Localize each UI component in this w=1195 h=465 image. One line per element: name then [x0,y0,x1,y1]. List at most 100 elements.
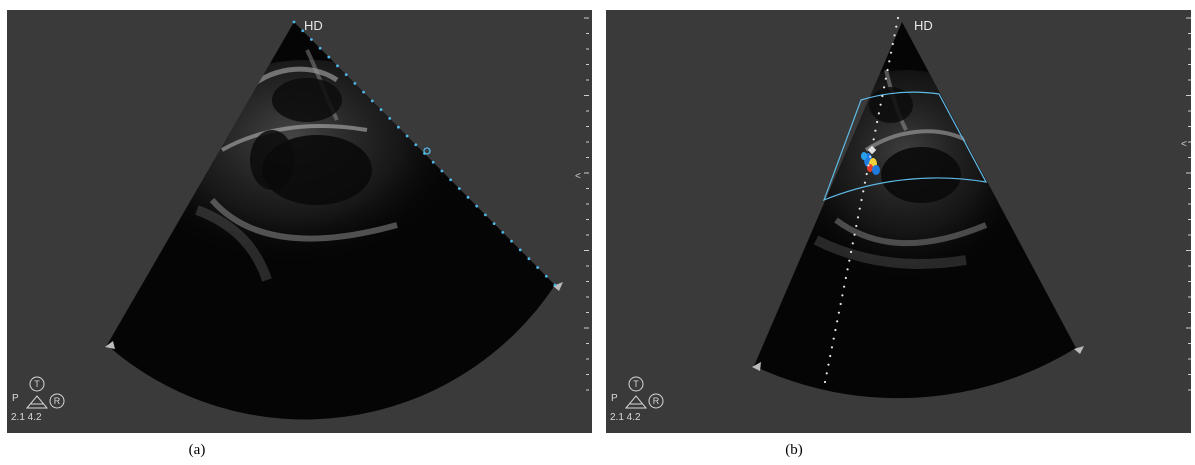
scan-line-dot [353,81,357,85]
probe-r-letter: R [653,396,660,406]
focus-marker [423,147,431,155]
scan-line-dot [440,169,444,173]
scan-line-dot [492,222,496,226]
cursor-line-dot [863,181,867,184]
cursor-line-dot [889,51,893,54]
cursor-line-dot [882,86,886,89]
cursor-line-dot [849,250,853,254]
cursor-line-dot [843,285,846,288]
ultrasound-panel-b: T R P 2.1 4.2 HD < [606,10,1191,433]
probe-orientation-icon [25,376,65,409]
cursor-line-dot [870,146,874,150]
scan-line-dot [457,187,461,190]
cursor-line-dot [827,363,830,366]
cursor-line-dot [874,129,877,132]
cursor-line-dot [891,42,894,46]
cursor-line-dot [844,276,847,280]
cursor-line-dot [862,190,865,193]
doppler-color-flow [861,152,880,175]
cursor-line-dot [895,25,898,28]
sector-image-b: T R P 2.1 4.2 HD < [610,16,1191,423]
scan-line-dot [336,64,339,68]
cursor-line-dot [836,320,839,323]
scan-line-dot [388,117,392,120]
depth-arrow: < [1181,139,1187,150]
scan-line-dot [310,38,313,41]
cursor-line-dot [834,328,837,332]
scan-line-dot [518,248,522,252]
cursor-line-dot [877,112,880,115]
cursor-line-dot [855,224,858,228]
caption-b: (b) [785,442,803,458]
scan-line-dot [536,266,539,269]
scan-line-dot [527,257,531,261]
scan-line-dot [397,125,400,129]
scan-line-dot [370,99,374,103]
cursor-line-dot [839,302,842,306]
cursor-line-dot [888,60,891,63]
scan-line-dot [344,73,348,76]
cursor-line-dot [837,311,841,314]
cursor-line-dot [869,155,872,158]
cursor-line-dot [884,77,887,80]
probe-values: 2.1 4.2 [11,412,42,423]
cursor-line-dot [893,34,896,37]
scan-line-dot [484,213,487,217]
scan-line-dot [544,274,548,278]
cursor-line-dot [872,138,875,141]
cursor-line-dot [851,242,854,245]
color-doppler-box [822,91,988,202]
right-edge-marker [553,282,563,291]
scan-line-dot [475,204,479,208]
depth-scale [584,17,589,391]
scan-line-dot [510,239,513,243]
cursor-line-dot [860,198,863,202]
probe-r-letter: R [54,396,61,406]
scan-line-dot [449,178,452,182]
hd-label: HD [304,18,323,33]
depth-scale [1186,17,1191,391]
right-edge-marker [1074,346,1084,354]
scan-line-dot [501,231,505,234]
scan-line-dot [431,160,435,164]
cursor-line-dot [825,372,828,375]
cursor-line-dot [879,103,882,106]
cursor-line-dot [865,172,868,176]
cursor-line-dot [841,294,844,297]
cursor-line-dot [848,259,851,262]
probe-values: 2.1 4.2 [610,412,641,423]
probe-orientation-icon [624,376,664,409]
cursor-line-dot [829,354,832,358]
cursor-line-dot [896,16,900,20]
cursor-line-dot [867,164,870,167]
scan-line-dot [405,134,409,138]
caption-a: (a) [188,442,206,458]
probe-t-letter: T [34,379,40,389]
probe-t-letter: T [633,379,639,389]
scan-line-dot [318,46,322,50]
cursor-line-dot [846,268,849,271]
depth-arrow: < [575,171,581,182]
cursor-line-dot [858,207,861,210]
scan-line-dot [292,20,296,24]
ultrasound-panel-a: T R P 2.1 4.2 HD < [7,10,592,433]
cursor-line-dot [853,233,856,236]
scan-line-dot [553,283,557,287]
cursor-line-dot [881,94,884,98]
cursor-line-dot [876,120,879,124]
cursor-line-dot [832,337,835,340]
probe-p-letter: P [611,393,618,404]
hd-label: HD [914,18,933,33]
scan-line-dot [362,90,365,94]
scan-line-dot [466,195,470,199]
cursor-line-dot [856,216,860,219]
cursor-line-dot [886,68,889,72]
scan-line-dot [327,55,331,59]
cursor-line-dots [823,16,900,384]
scan-line-dot [301,29,305,33]
scan-line-dots [292,20,557,287]
sector-image-a: T R P 2.1 4.2 HD < [11,17,589,423]
cursor-line-dot [830,346,834,349]
cursor-line-dot [823,380,827,384]
left-edge-marker [752,362,761,371]
